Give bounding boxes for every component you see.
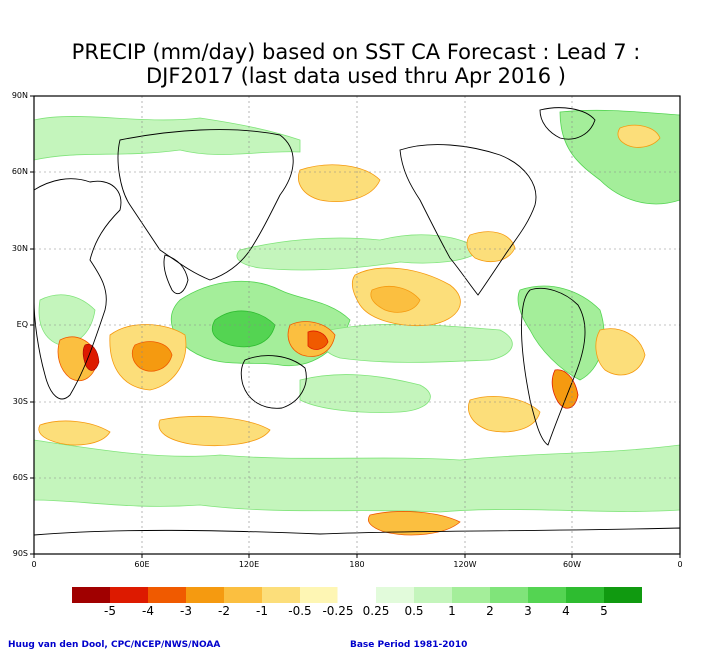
colorbar-box-6: [300, 587, 338, 603]
colorbar-label-10: 2: [486, 604, 494, 618]
wet-region-south-america: [517, 285, 605, 381]
colorbar-box-3: [186, 587, 224, 603]
footer-base-period: Base Period 1981-2010: [350, 640, 468, 650]
lat-label-90n: 90N: [11, 91, 28, 100]
colorbar-label-5: -0.5: [288, 604, 312, 618]
lat-label-30s: 30S: [12, 397, 28, 406]
axis-ticks: [30, 95, 681, 558]
dry-region-southern-indian: [158, 416, 271, 446]
colorbar-label-8: 0.5: [404, 604, 424, 618]
lat-label-eq: EQ: [16, 320, 28, 329]
lat-label-30n: 30N: [11, 244, 28, 253]
outline-africa-europe: [34, 178, 122, 400]
wet-region-maritime-core: [211, 310, 276, 348]
colorbar-box-4: [224, 587, 262, 603]
outline-greenland: [539, 107, 596, 140]
colorbar-box-12: [528, 587, 566, 603]
outline-australia: [240, 355, 307, 409]
colorbar-box-8: [376, 587, 414, 603]
wet-region-north-pacific: [236, 234, 481, 271]
continent-outlines: [34, 107, 680, 554]
anomaly-field: [34, 109, 680, 536]
lat-label-90s: 90S: [12, 549, 28, 558]
outline-asia: [117, 129, 294, 281]
colorbar-box-11: [490, 587, 528, 603]
colorbar-label-1: -4: [142, 604, 154, 618]
footer-credit: Huug van den Dool, CPC/NCEP/NWS/NOAA: [8, 640, 221, 650]
outline-antarctica: [34, 527, 680, 554]
dry-region-antarctic-coast: [368, 511, 461, 536]
dry-region-southwest-indian: [38, 420, 111, 446]
colorbar-box-7: [337, 586, 377, 604]
colorbar-box-2: [148, 587, 186, 603]
wet-region-itcz: [322, 323, 513, 363]
lon-label-60w: 60W: [562, 560, 582, 569]
colorbar-box-9: [414, 587, 452, 603]
dry-region-south-atlantic: [595, 328, 646, 376]
colorbar-label-0: -5: [104, 604, 116, 618]
dry-region-indian-ocean-core: [131, 341, 173, 372]
colorbar-box-5: [262, 587, 300, 603]
dry-region-south-america-coast: [551, 369, 579, 409]
dry-region-africa-core: [82, 344, 100, 371]
colorbar: [72, 586, 642, 604]
colorbar-label-3: -2: [218, 604, 230, 618]
lon-label-120e: 120E: [238, 560, 260, 569]
colorbar-label-11: 3: [524, 604, 532, 618]
dry-region-central-pacific-core: [370, 286, 421, 313]
colorbar-label-2: -3: [180, 604, 192, 618]
outline-india: [163, 254, 189, 294]
colorbar-label-6: -0.25: [322, 604, 354, 618]
lon-label-0-left: 0: [31, 560, 37, 569]
colorbar-box-1: [110, 587, 148, 603]
dry-region-south-pacific: [468, 396, 541, 433]
colorbar-label-4: -1: [256, 604, 268, 618]
lat-label-60s: 60S: [12, 473, 28, 482]
dry-region-arctic-ocean: [617, 124, 661, 148]
colorbar-box-13: [566, 587, 604, 603]
dry-region-west-pacific-core: [307, 330, 329, 350]
colorbar-box-10: [452, 587, 490, 603]
dry-region-gulf: [466, 231, 516, 263]
wet-region-africa: [38, 294, 96, 346]
lon-label-0-right: 0: [677, 560, 683, 569]
colorbar-box-0: [72, 587, 110, 603]
chart-title-line-1: PRECIP (mm/day) based on SST CA Forecast…: [71, 40, 641, 64]
colorbar-box-14: [604, 587, 642, 603]
colorbar-label-13: 5: [600, 604, 608, 618]
outline-north-america: [399, 144, 537, 296]
lat-label-60n: 60N: [11, 167, 28, 176]
lon-label-60e: 60E: [134, 560, 150, 569]
chart-title-line-2: DJF2017 (last data used thru Apr 2016 ): [146, 64, 566, 88]
lon-label-120w: 120W: [453, 560, 477, 569]
dry-region-north-pacific: [298, 164, 381, 202]
outline-south-america: [521, 287, 586, 446]
colorbar-label-9: 1: [448, 604, 456, 618]
colorbar-label-12: 4: [562, 604, 570, 618]
graticule: [34, 96, 680, 554]
colorbar-label-7: 0.25: [362, 604, 390, 618]
wet-region-south-pacific: [299, 374, 431, 413]
lon-label-180: 180: [349, 560, 365, 569]
